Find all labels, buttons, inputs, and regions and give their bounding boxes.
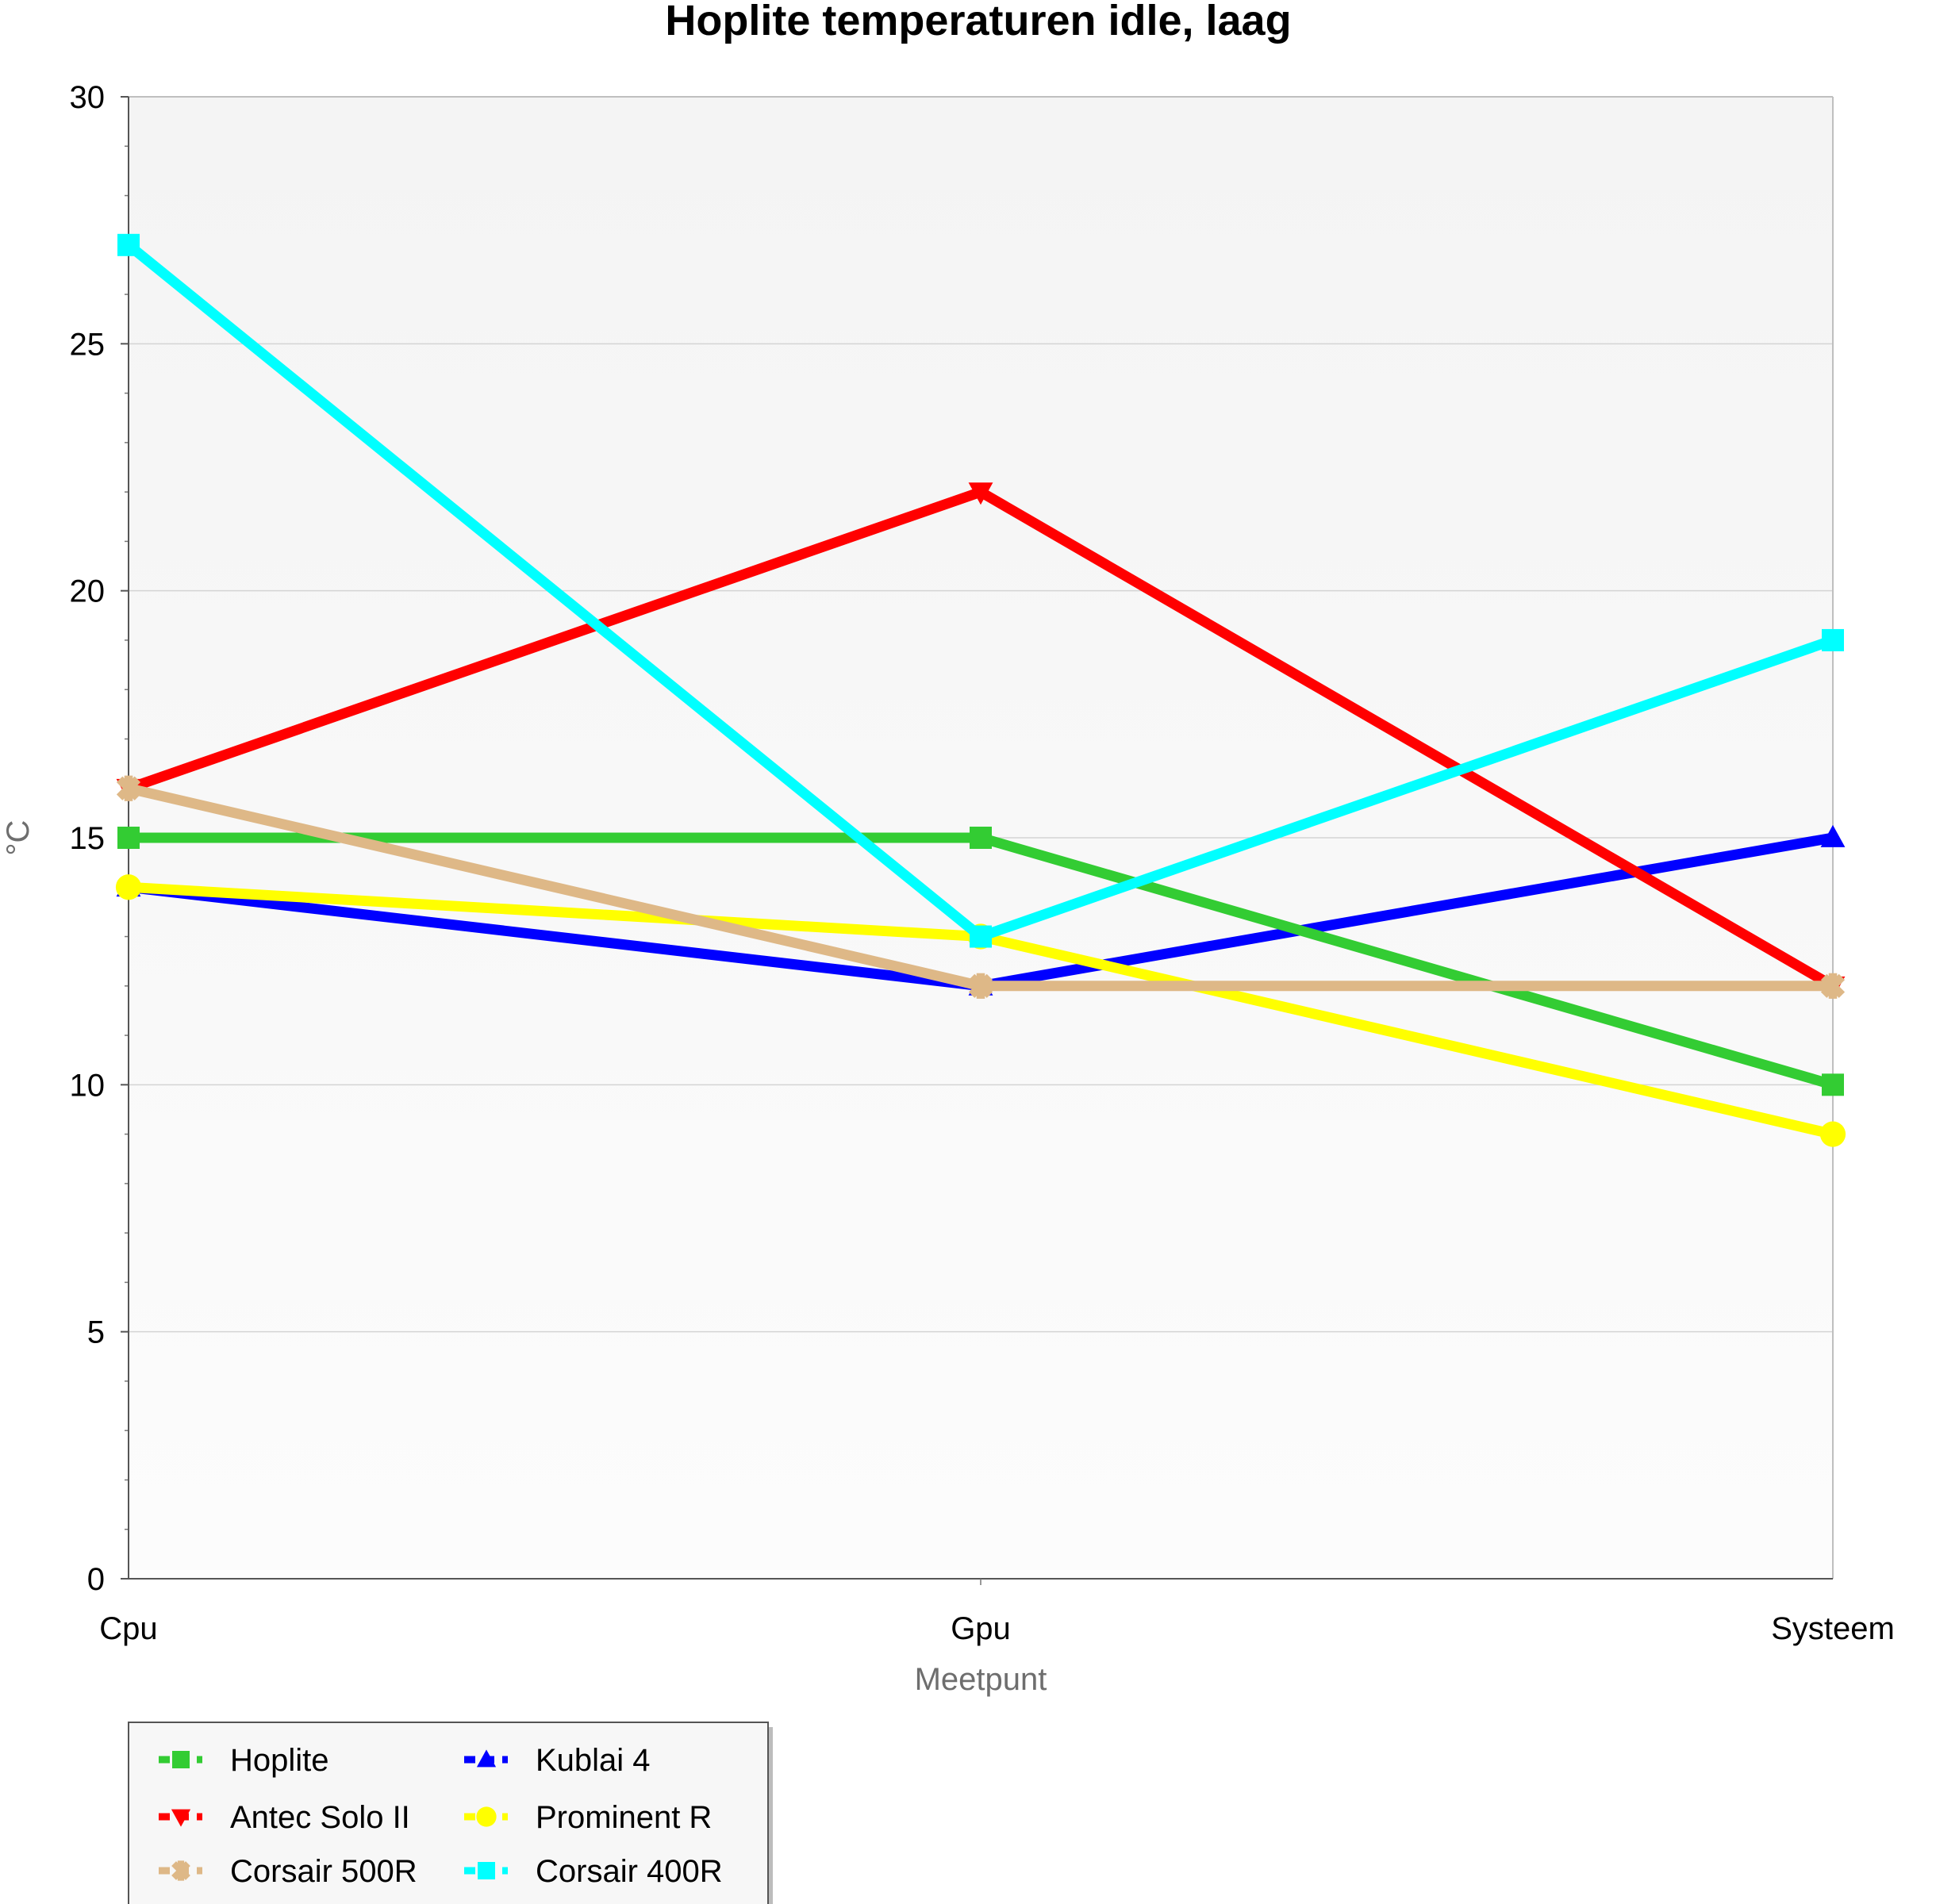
x-axis-label: Meetpunt (915, 1662, 1047, 1697)
x-tick-label: Cpu (99, 1611, 157, 1646)
legend-swatch-marker (172, 1751, 190, 1768)
legend: Hoplite Antec Solo II Corsair 500R Kublai 4… (128, 1722, 773, 1904)
star-arm (177, 1860, 185, 1881)
star-arm (1828, 973, 1838, 999)
y-tick-labels: 0 5 10 15 20 25 30 (70, 80, 106, 1597)
data-point (1820, 973, 1846, 999)
legend-label: Antec Solo II (230, 1800, 410, 1835)
legend-label: Prominent R (536, 1800, 712, 1835)
legend-item: Corsair 500R (159, 1854, 417, 1889)
series-corsair-500r (116, 775, 1846, 999)
series-layer (115, 233, 1846, 1147)
data-point (1822, 1073, 1844, 1096)
y-tick-label: 15 (70, 821, 106, 856)
x-tick-label: Systeem (1771, 1611, 1895, 1646)
data-point (1819, 1121, 1846, 1147)
y-axis-label: °C (1, 820, 36, 856)
data-point (968, 482, 993, 505)
data-point (1820, 824, 1846, 847)
data-point (117, 827, 140, 849)
star-arm (124, 775, 133, 801)
star-arm (976, 973, 985, 999)
x-tick-label: Gpu (951, 1611, 1011, 1646)
legend-label: Hoplite (230, 1743, 329, 1778)
legend-label: Kublai 4 (536, 1743, 651, 1778)
y-tick-label: 0 (87, 1562, 105, 1597)
legend-item: Kublai 4 (464, 1743, 651, 1778)
series-hoplite (117, 827, 1844, 1096)
y-tick-label: 30 (70, 80, 106, 115)
y-tick-label: 5 (87, 1315, 105, 1350)
legend-swatch-marker (171, 1809, 191, 1827)
legend-item: Antec Solo II (159, 1800, 410, 1835)
legend-item: Hoplite (159, 1743, 329, 1778)
legend-label: Corsair 500R (230, 1854, 417, 1889)
data-point (970, 925, 992, 948)
chart-title: Hoplite temperaturen idle, laag (665, 0, 1291, 44)
y-tick-label: 10 (70, 1068, 106, 1103)
legend-swatch-marker (476, 1749, 497, 1768)
legend-swatch-marker (478, 1862, 495, 1879)
legend-swatch-marker (476, 1806, 497, 1827)
data-point (116, 775, 141, 801)
data-point (970, 827, 992, 849)
y-tick-label: 25 (70, 327, 106, 362)
data-point (1822, 628, 1844, 651)
legend-item: Corsair 400R (464, 1854, 723, 1889)
legend-item: Prominent R (464, 1800, 712, 1835)
y-tick-label: 20 (70, 574, 106, 609)
legend-box (128, 1722, 769, 1904)
data-point (115, 874, 142, 900)
data-point (117, 233, 140, 256)
x-tick-labels: Cpu Gpu Systeem (99, 1611, 1895, 1646)
legend-swatch-marker (171, 1860, 190, 1881)
axes (121, 96, 1834, 1585)
legend-label: Corsair 400R (536, 1854, 723, 1889)
data-point (968, 973, 993, 999)
series-corsair-400r (117, 233, 1844, 948)
